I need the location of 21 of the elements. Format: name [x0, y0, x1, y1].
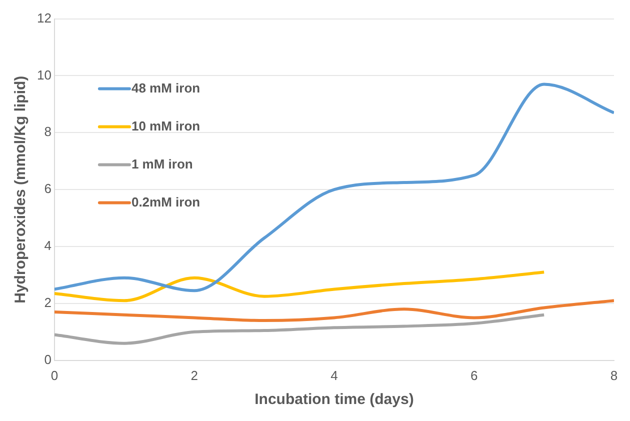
- x-tick-label: 4: [330, 368, 338, 383]
- y-tick-label: 0: [44, 352, 52, 367]
- x-tick-label: 2: [190, 368, 198, 383]
- y-tick-label: 12: [36, 10, 52, 26]
- legend-label: 0.2mM iron: [131, 194, 200, 210]
- y-tick-label: 8: [44, 124, 52, 140]
- x-tick-label: 6: [470, 368, 478, 383]
- x-axis-title: Incubation time (days): [254, 391, 414, 408]
- legend-label: 1 mM iron: [131, 156, 193, 172]
- x-tick-label: 8: [610, 368, 618, 383]
- line-series: [54, 82, 614, 292]
- y-tick-label: 2: [44, 295, 52, 310]
- y-tick-label: 10: [36, 67, 52, 82]
- line-series: [54, 313, 546, 345]
- legend-label: 10 mM iron: [131, 118, 200, 134]
- y-tick-label: 4: [44, 238, 52, 254]
- y-tick-label: 6: [44, 181, 52, 196]
- line-series: [54, 299, 614, 322]
- line-series: [54, 270, 546, 302]
- y-axis-title: Hydroperoxides (mmol/Kg lipid): [12, 76, 30, 304]
- legend-label: 48 mM iron: [131, 80, 200, 96]
